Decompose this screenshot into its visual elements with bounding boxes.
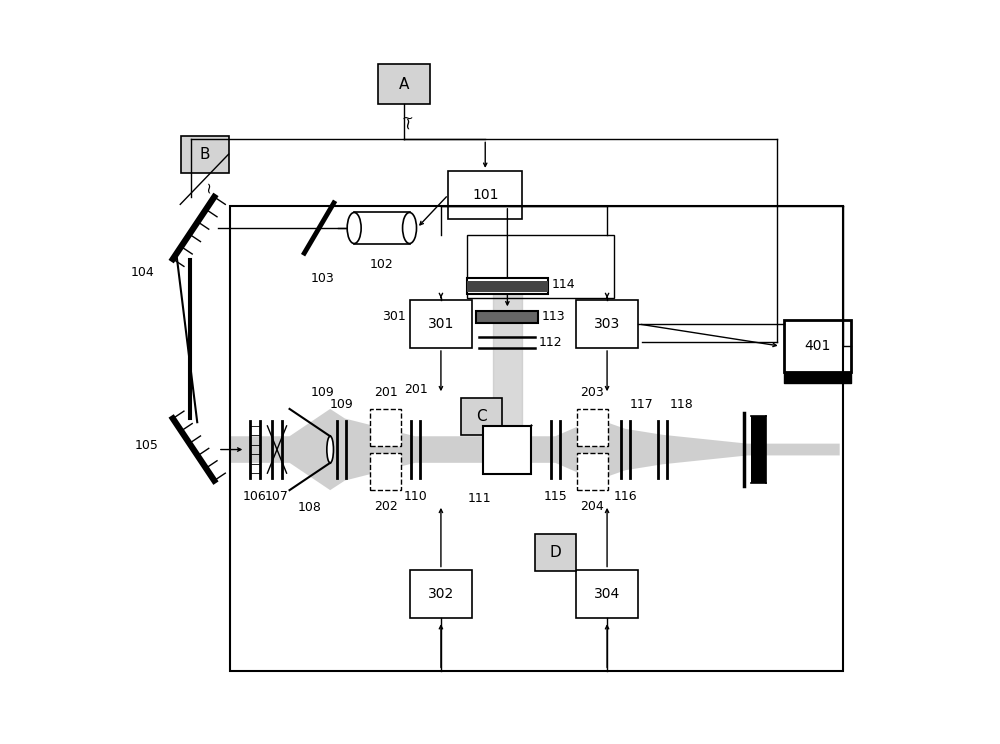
Bar bbox=[448, 171, 522, 219]
Text: 102: 102 bbox=[370, 258, 394, 272]
Bar bbox=[181, 135, 229, 173]
Text: 111: 111 bbox=[468, 492, 492, 505]
Bar bbox=[467, 278, 548, 295]
Bar bbox=[410, 300, 472, 348]
Text: 118: 118 bbox=[670, 398, 694, 411]
Bar bbox=[577, 409, 608, 446]
Text: 203: 203 bbox=[580, 386, 604, 400]
Text: ~: ~ bbox=[399, 115, 417, 129]
Text: 109: 109 bbox=[311, 386, 335, 400]
Bar bbox=[370, 453, 401, 490]
Ellipse shape bbox=[327, 436, 333, 463]
Bar bbox=[410, 570, 472, 618]
Text: D: D bbox=[550, 545, 561, 560]
Text: 113: 113 bbox=[541, 310, 565, 323]
Text: A: A bbox=[399, 77, 409, 92]
Bar bbox=[577, 453, 608, 490]
Bar bbox=[354, 213, 410, 243]
Text: 104: 104 bbox=[131, 266, 154, 280]
Text: 115: 115 bbox=[544, 490, 567, 503]
Text: 114: 114 bbox=[552, 278, 575, 292]
Text: 106: 106 bbox=[243, 490, 267, 503]
Text: ~: ~ bbox=[402, 112, 414, 126]
Text: 401: 401 bbox=[804, 339, 831, 353]
Text: B: B bbox=[199, 147, 210, 161]
Bar bbox=[476, 311, 538, 323]
Bar bbox=[784, 321, 851, 372]
Text: 116: 116 bbox=[614, 490, 637, 503]
Text: 301: 301 bbox=[382, 310, 406, 323]
Bar bbox=[576, 570, 638, 618]
Text: 107: 107 bbox=[265, 490, 289, 503]
Text: 109: 109 bbox=[329, 398, 353, 411]
Text: 117: 117 bbox=[629, 398, 653, 411]
Text: 303: 303 bbox=[594, 317, 620, 331]
Bar bbox=[751, 417, 766, 483]
Text: 201: 201 bbox=[404, 383, 428, 397]
Ellipse shape bbox=[347, 213, 361, 243]
Bar bbox=[378, 64, 430, 104]
Bar bbox=[467, 235, 614, 298]
Text: 204: 204 bbox=[580, 500, 604, 513]
Bar bbox=[467, 281, 548, 292]
Text: 302: 302 bbox=[428, 586, 454, 600]
Text: 108: 108 bbox=[298, 501, 322, 514]
Bar bbox=[535, 534, 576, 571]
Bar bbox=[461, 398, 502, 434]
Text: 304: 304 bbox=[594, 586, 620, 600]
Text: 301: 301 bbox=[428, 317, 454, 331]
Polygon shape bbox=[230, 409, 483, 490]
Text: 103: 103 bbox=[311, 272, 335, 284]
Bar bbox=[483, 426, 531, 473]
Text: C: C bbox=[476, 408, 487, 424]
Text: 201: 201 bbox=[374, 386, 397, 400]
Text: ~: ~ bbox=[201, 180, 216, 193]
Text: 101: 101 bbox=[472, 187, 498, 202]
Text: 105: 105 bbox=[134, 440, 158, 452]
Bar bbox=[576, 300, 638, 348]
Polygon shape bbox=[531, 419, 840, 481]
Text: 110: 110 bbox=[403, 490, 427, 503]
Text: 202: 202 bbox=[374, 500, 397, 513]
Text: 112: 112 bbox=[538, 336, 562, 349]
Ellipse shape bbox=[403, 213, 417, 243]
Bar bbox=[230, 206, 843, 671]
Bar bbox=[370, 409, 401, 446]
